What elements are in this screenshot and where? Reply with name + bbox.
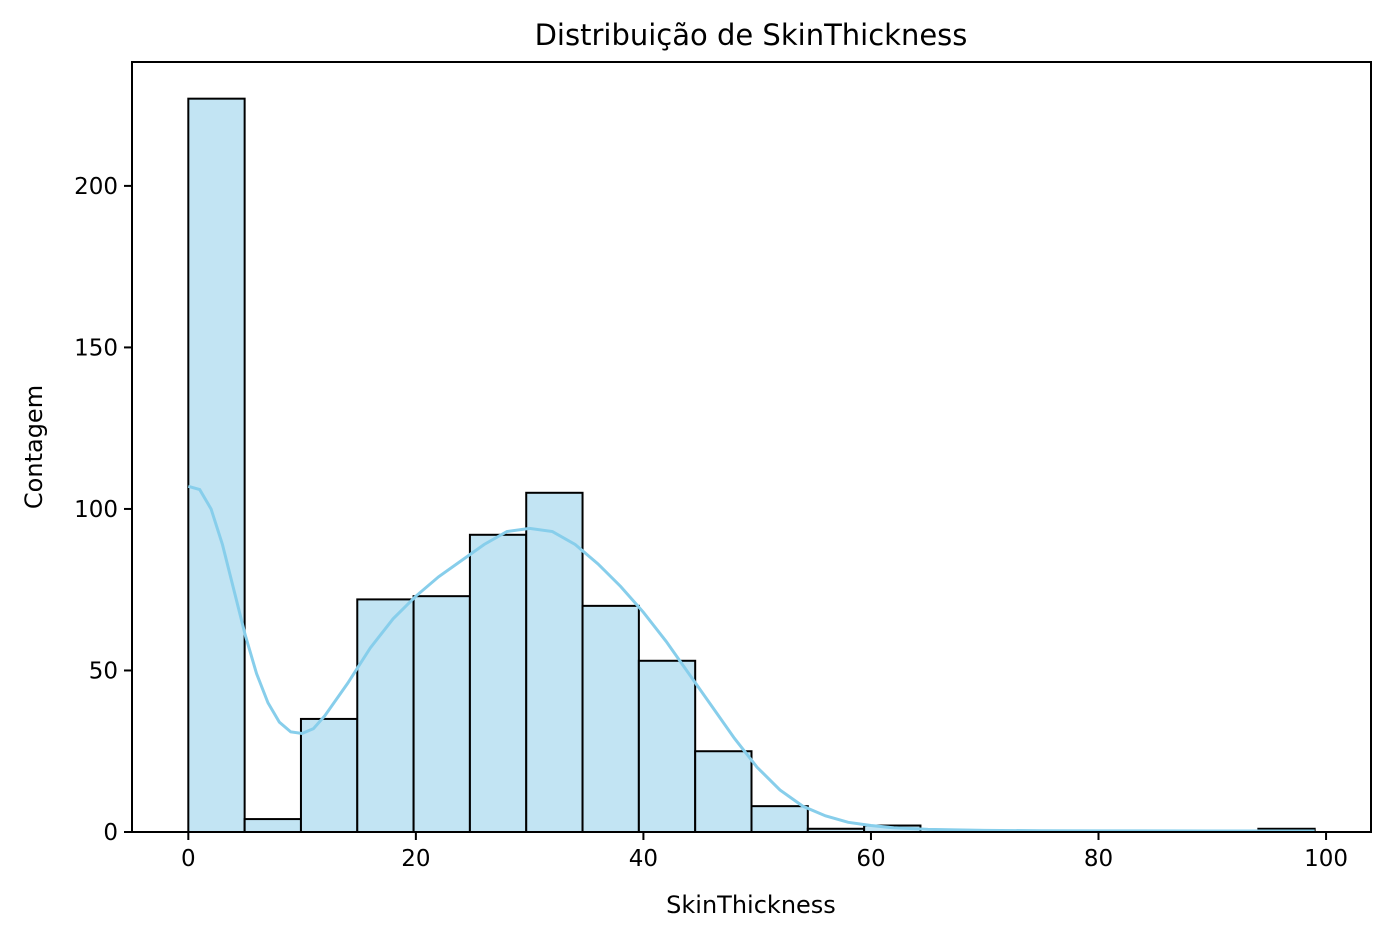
histogram-bar (750, 805, 809, 833)
y-tick-label: 150 (74, 335, 118, 361)
histogram-bar (356, 598, 415, 833)
x-tick-label: 80 (1084, 846, 1113, 872)
histogram-bars (187, 97, 1316, 834)
histogram-bar (243, 818, 302, 833)
histogram-bar (412, 595, 471, 834)
x-axis-ticks: 0 20 40 60 80 100 (181, 832, 1348, 872)
x-tick-label: 100 (1304, 846, 1348, 872)
histogram-bar (637, 659, 697, 833)
x-axis-label: SkinThickness (666, 891, 836, 919)
histogram-bar (525, 491, 584, 833)
histogram-bar (694, 750, 753, 833)
x-tick-label: 40 (629, 846, 658, 872)
x-tick-label: 60 (856, 846, 885, 872)
y-axis-label: Contagem (20, 385, 48, 509)
kde-curve (187, 484, 1315, 833)
plot-frame (131, 61, 1372, 833)
histogram-bar (468, 533, 528, 834)
y-tick-label: 200 (74, 174, 118, 200)
x-tick-label: 20 (401, 846, 430, 872)
y-tick-label: 100 (74, 497, 118, 523)
histogram-bar (299, 717, 359, 833)
histogram-bar (187, 97, 246, 833)
y-tick-label: 50 (89, 658, 118, 684)
x-tick-label: 0 (181, 846, 196, 872)
histogram-bar (581, 604, 640, 833)
y-axis-ticks: 0 50 100 150 200 (74, 174, 132, 846)
y-tick-label: 0 (103, 820, 118, 846)
chart-title: Distribuição de SkinThickness (535, 18, 968, 52)
